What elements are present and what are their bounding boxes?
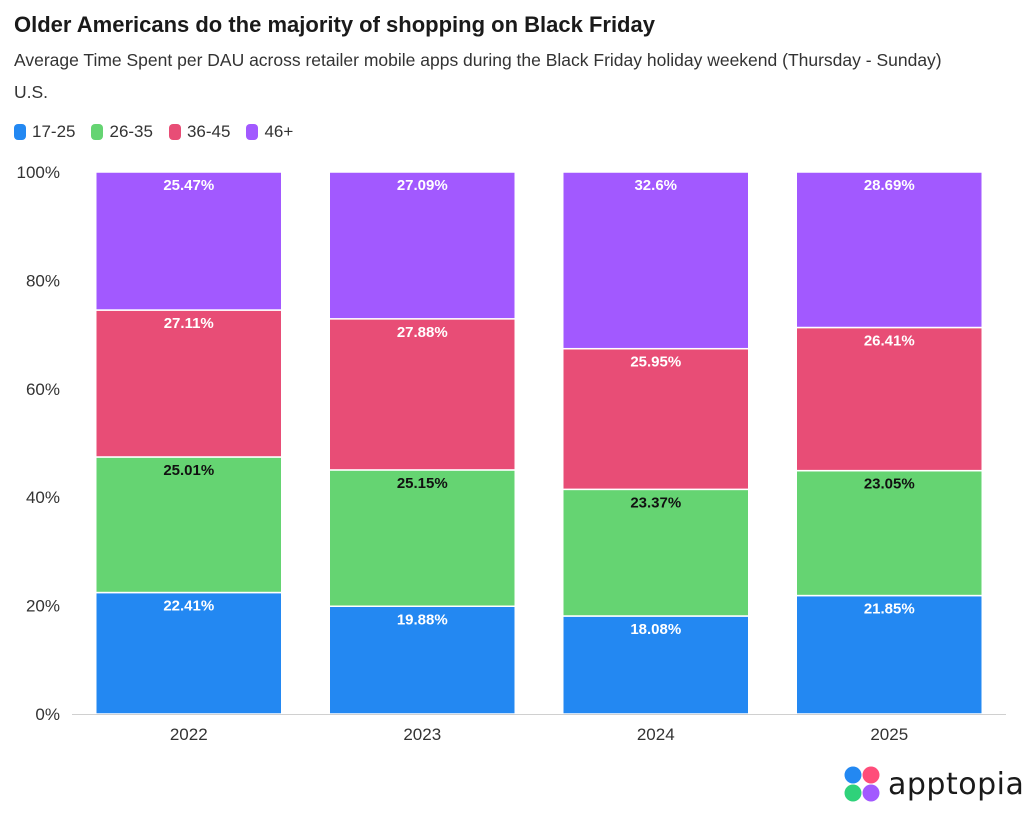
bar-segment: [328, 171, 516, 320]
legend-item-17-25[interactable]: 17-25: [14, 122, 75, 142]
data-label: 32.6%: [634, 177, 677, 194]
data-label: 21.85%: [864, 601, 915, 618]
logo-text: apptopia: [888, 766, 1024, 802]
bar-segment: [562, 171, 750, 350]
legend-label: 26-35: [109, 122, 153, 141]
data-label: 23.37%: [630, 494, 681, 511]
legend-swatch: [91, 124, 104, 140]
data-label: 27.88%: [397, 324, 448, 341]
bar-segment: [95, 171, 283, 311]
data-label: 23.05%: [864, 476, 915, 493]
legend-label: 17-25: [32, 122, 76, 141]
chart-title: Older Americans do the majority of shopp…: [14, 12, 655, 37]
bar-segment: [328, 318, 516, 471]
data-label: 25.95%: [630, 354, 681, 371]
data-label: 19.88%: [397, 611, 448, 628]
bar-segment: [795, 326, 983, 472]
legend-swatch: [168, 124, 181, 140]
y-tick-label: 100%: [17, 163, 60, 182]
bar-segment: [795, 469, 983, 597]
bar-segment: [562, 488, 750, 617]
data-label: 22.41%: [163, 598, 214, 615]
legend-label: 46+: [264, 122, 294, 141]
x-tick-label: 2023: [403, 725, 441, 744]
legend-item-26-35[interactable]: 26-35: [91, 122, 153, 142]
x-tick-label: 2022: [170, 725, 208, 744]
bar-segment: [562, 347, 750, 491]
bar-segment: [95, 309, 283, 458]
legend-item-36-45[interactable]: 36-45: [168, 122, 231, 142]
legend-item-46-plus[interactable]: 46+: [246, 122, 293, 142]
bar-segment: [795, 171, 983, 329]
legend-swatch: [246, 124, 259, 140]
apptopia-logo: apptopia: [842, 764, 1024, 804]
y-tick-label: 0%: [35, 705, 60, 724]
data-label: 27.09%: [397, 177, 448, 194]
apptopia-logo-icon: [844, 766, 880, 802]
data-label: 27.11%: [164, 315, 214, 332]
legend: 17-25 26-35 36-45 46+: [14, 122, 293, 142]
y-tick-label: 40%: [26, 488, 60, 507]
bar-segment: [95, 456, 283, 594]
data-label: 26.41%: [864, 332, 915, 349]
y-tick-label: 80%: [26, 271, 60, 290]
region-label: U.S.: [14, 82, 49, 102]
bar-segment: [328, 469, 516, 608]
data-label: 25.15%: [397, 475, 448, 492]
y-tick-label: 20%: [26, 597, 60, 616]
x-tick-label: 2025: [870, 725, 908, 744]
x-tick-label: 2024: [637, 725, 675, 744]
bar-segment: [95, 591, 283, 715]
bar-segment: [795, 594, 983, 715]
chart-subtitle: Average Time Spent per DAU across retail…: [14, 50, 942, 70]
legend-swatch: [14, 124, 26, 140]
data-label: 25.01%: [163, 462, 214, 479]
data-label: 18.08%: [630, 621, 681, 638]
data-label: 28.69%: [864, 177, 915, 194]
legend-label: 36-45: [186, 122, 231, 141]
y-tick-label: 60%: [26, 380, 60, 399]
data-label: 25.47%: [163, 177, 214, 194]
bar-segment: [562, 615, 750, 715]
